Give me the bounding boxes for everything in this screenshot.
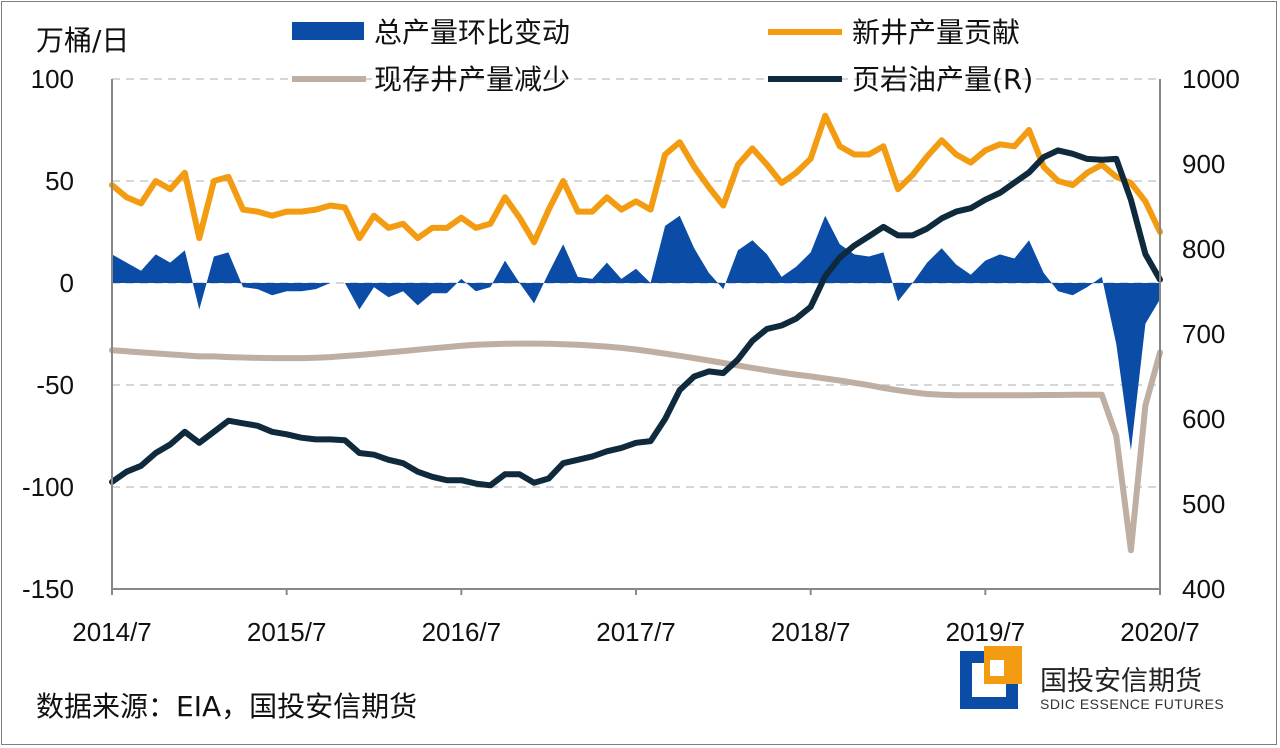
right-tick-label: 400 bbox=[1182, 574, 1225, 604]
series-area-mom-change bbox=[112, 215, 1160, 451]
x-tick-label: 2014/7 bbox=[72, 617, 152, 647]
right-axis-ticks: 1000 900 800 700 600 500 400 bbox=[1182, 64, 1240, 604]
left-tick-label: 50 bbox=[45, 166, 74, 196]
brand-name-en: SDIC ESSENCE FUTURES bbox=[1040, 696, 1224, 712]
brand-logo-mark bbox=[960, 646, 1022, 709]
legend-label-new-well: 新井产量贡献 bbox=[852, 16, 1020, 49]
x-tick-label: 2015/7 bbox=[247, 617, 327, 647]
x-tick-label: 2017/7 bbox=[596, 617, 676, 647]
source-note: 数据来源：EIA，国投安信期货 bbox=[36, 690, 417, 723]
right-tick-label: 600 bbox=[1182, 404, 1225, 434]
left-tick-label: 0 bbox=[60, 268, 74, 298]
x-tick-label: 2020/7 bbox=[1120, 617, 1200, 647]
x-tick-label: 2018/7 bbox=[771, 617, 851, 647]
left-tick-label: 100 bbox=[31, 64, 74, 94]
right-tick-label: 800 bbox=[1182, 234, 1225, 264]
x-axis-ticks: 2014/7 2015/7 2016/7 2017/7 2018/7 2019/7 2020… bbox=[72, 589, 1200, 647]
left-axis-unit: 万桶/日 bbox=[36, 24, 129, 57]
brand-name-cn: 国投安信期货 bbox=[1040, 666, 1202, 697]
series-line-shale-output bbox=[109, 147, 1163, 489]
series-line-legacy-decline bbox=[109, 340, 1163, 554]
legend-label-legacy-decline: 现存井产量减少 bbox=[374, 63, 570, 96]
legend-swatch-area bbox=[292, 22, 364, 40]
line-series-layer bbox=[109, 112, 1163, 554]
x-tick-label: 2019/7 bbox=[946, 617, 1026, 647]
legend-label-mom-change: 总产量环比变动 bbox=[374, 16, 570, 49]
area-series-layer bbox=[112, 215, 1160, 451]
series-line-new-well bbox=[109, 112, 1163, 246]
brand-logo: 国投安信期货 SDIC ESSENCE FUTURES bbox=[960, 646, 1224, 712]
right-tick-label: 1000 bbox=[1182, 64, 1240, 94]
left-tick-label: -150 bbox=[22, 574, 74, 604]
left-tick-label: -50 bbox=[36, 370, 74, 400]
x-tick-label: 2016/7 bbox=[422, 617, 502, 647]
left-axis-ticks: 100 50 0 -50 -100 -150 bbox=[22, 64, 74, 604]
left-tick-label: -100 bbox=[22, 472, 74, 502]
right-tick-label: 500 bbox=[1182, 489, 1225, 519]
right-tick-label: 900 bbox=[1182, 149, 1225, 179]
legend: 总产量环比变动 新井产量贡献 现存井产量减少 页岩油产量(R) bbox=[292, 16, 1033, 96]
gridlines bbox=[112, 78, 1160, 590]
right-tick-label: 700 bbox=[1182, 319, 1225, 349]
legend-label-shale-output: 页岩油产量(R) bbox=[852, 63, 1033, 96]
